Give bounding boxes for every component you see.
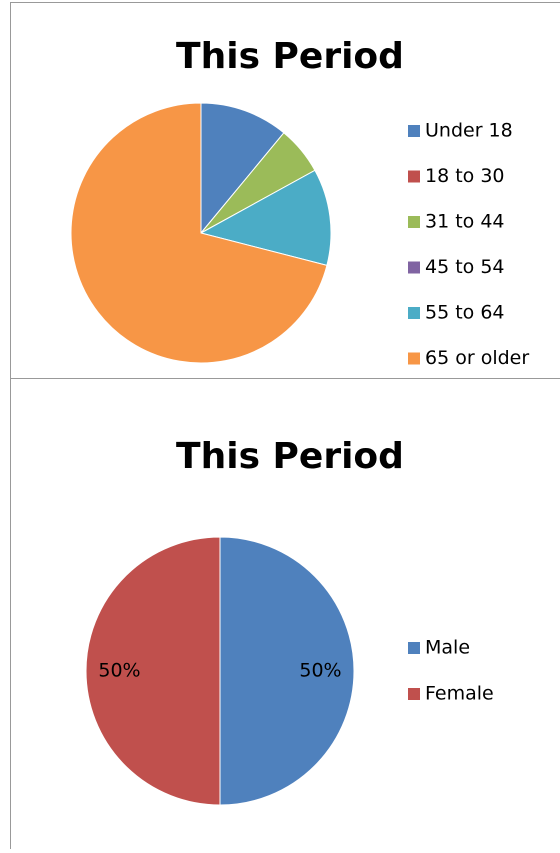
chart-title: This Period xyxy=(176,36,404,77)
legend-swatch xyxy=(408,353,420,365)
data-label: 50% xyxy=(299,660,341,682)
legend-label: 31 to 44 xyxy=(425,211,505,233)
legend-label: 55 to 64 xyxy=(425,302,505,324)
legend-swatch xyxy=(408,307,420,319)
legend-label: Male xyxy=(425,637,470,659)
legend-swatch xyxy=(408,688,420,700)
legend-label: 65 or older xyxy=(425,347,529,369)
legend-swatch xyxy=(408,642,420,654)
legend-swatch xyxy=(408,171,420,183)
legend-swatch xyxy=(408,262,420,274)
legend-swatch xyxy=(408,125,420,137)
chart-title: This Period xyxy=(176,436,404,477)
legend-label: 45 to 54 xyxy=(425,256,505,278)
legend-label: 18 to 30 xyxy=(425,165,505,187)
legend-label: Female xyxy=(425,683,494,705)
legend-swatch xyxy=(408,216,420,228)
legend-label: Under 18 xyxy=(425,120,513,142)
data-label: 50% xyxy=(98,660,140,682)
